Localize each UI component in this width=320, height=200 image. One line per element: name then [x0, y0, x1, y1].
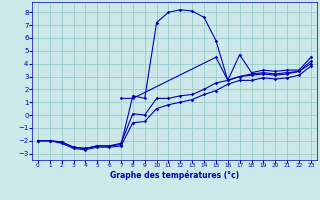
- X-axis label: Graphe des températures (°c): Graphe des températures (°c): [110, 171, 239, 180]
